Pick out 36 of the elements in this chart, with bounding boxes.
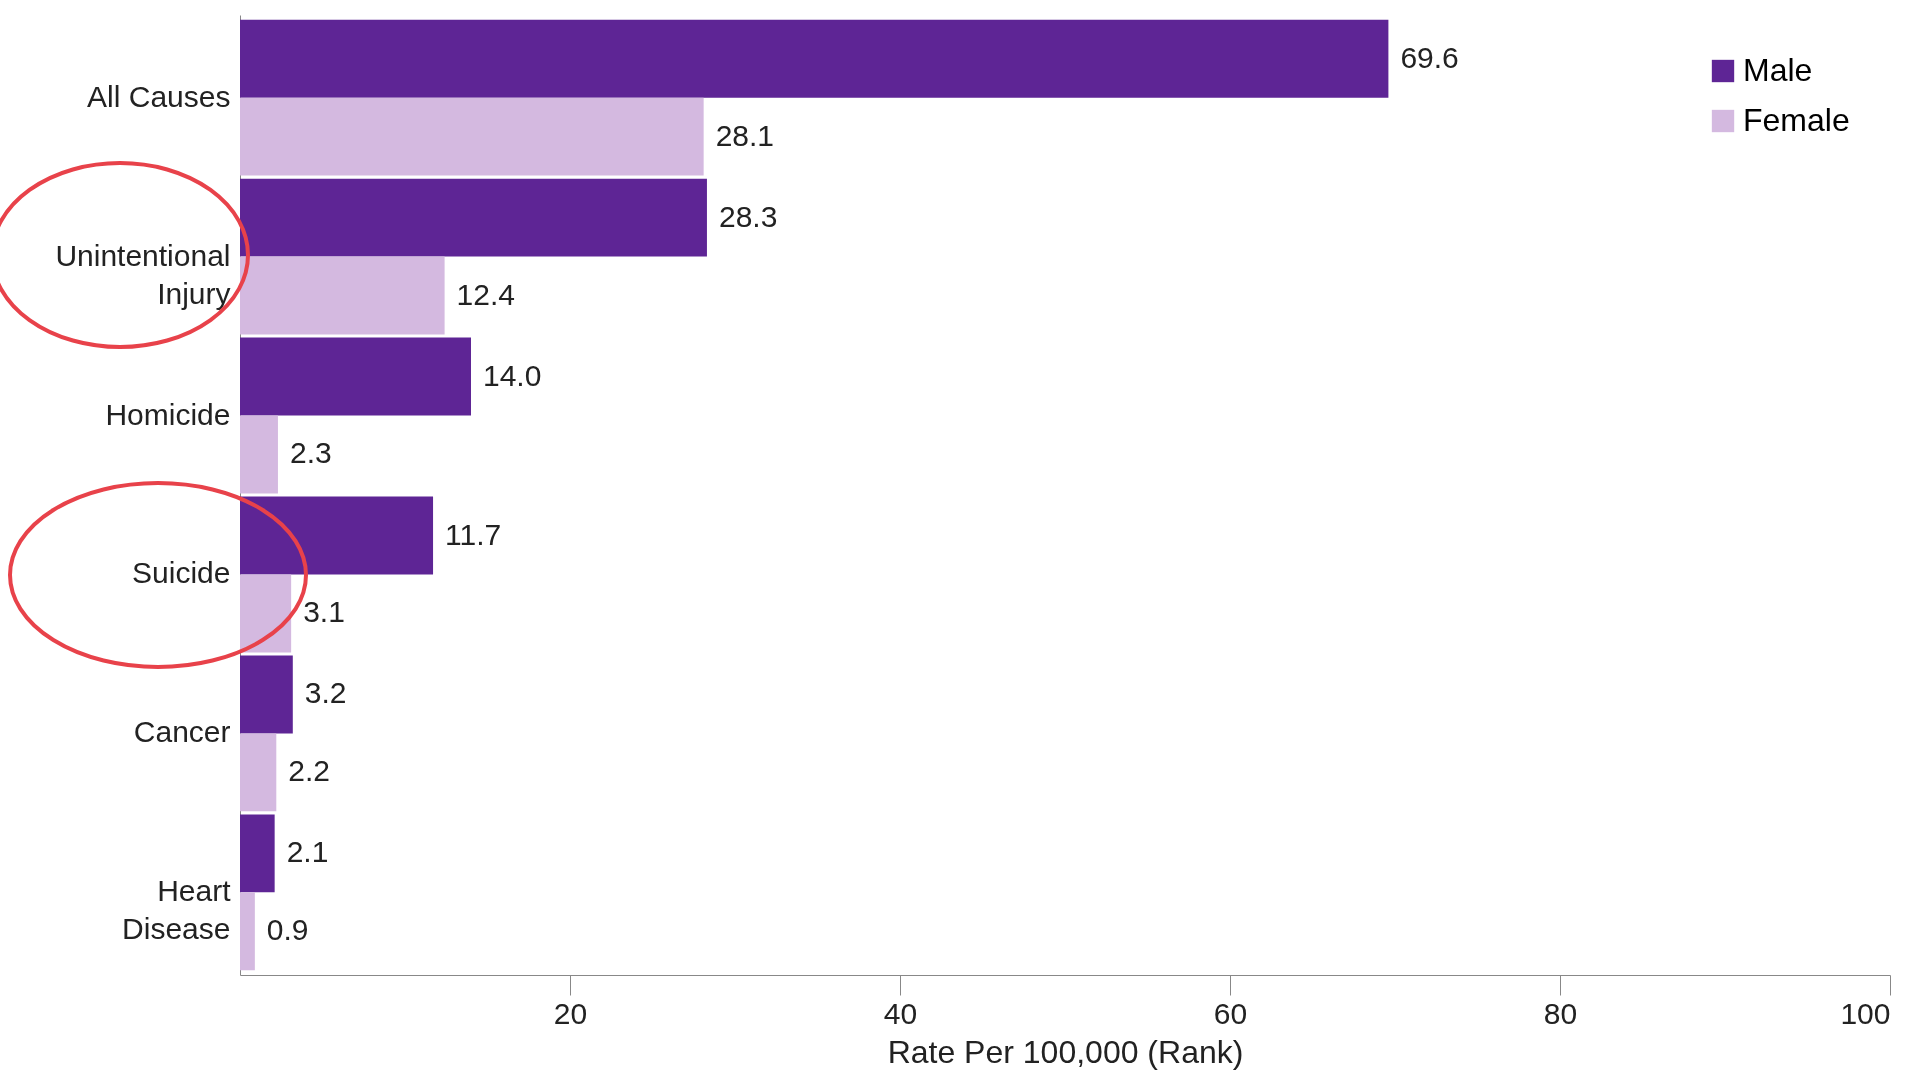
data-label: 3.2 (304, 676, 347, 710)
y-tick-label: Suicide (132, 556, 231, 590)
bar (240, 892, 255, 971)
data-label: 28.3 (718, 199, 778, 233)
bar (240, 19, 1389, 98)
data-label: 2.2 (288, 754, 331, 788)
y-tick-label: Unintentional Injury (55, 238, 231, 310)
data-label: 28.1 (715, 118, 775, 152)
data-label: 2.3 (289, 436, 332, 470)
x-tick-label: 80 (1543, 996, 1578, 1030)
legend-label: Male (1743, 52, 1813, 88)
x-tick-label: 40 (883, 996, 918, 1030)
y-tick-label: Heart Disease (122, 874, 232, 946)
x-tick-label: 100 (1840, 996, 1891, 1030)
bar (240, 496, 434, 575)
bar (240, 415, 278, 494)
data-label: 3.1 (303, 595, 345, 629)
data-label: 69.6 (1400, 40, 1459, 74)
y-tick-label: Cancer (133, 715, 231, 749)
data-label: 0.9 (266, 913, 309, 947)
data-label: 14.0 (483, 358, 542, 392)
bar (240, 574, 292, 653)
x-tick-label: 20 (553, 996, 588, 1030)
data-label: 11.7 (445, 517, 502, 551)
data-label: 2.1 (286, 835, 329, 869)
bar (240, 337, 471, 416)
y-tick-label: All Causes (87, 79, 231, 113)
bar (240, 97, 704, 176)
y-tick-label: Homicide (105, 397, 231, 431)
x-tick-label: 60 (1213, 996, 1248, 1030)
bar (240, 814, 275, 893)
x-axis-title: Rate Per 100,000 (Rank) (887, 1033, 1244, 1070)
bar (240, 733, 277, 812)
bar (240, 655, 293, 734)
data-label: 12.4 (456, 277, 515, 311)
legend-label: Female (1743, 102, 1850, 138)
